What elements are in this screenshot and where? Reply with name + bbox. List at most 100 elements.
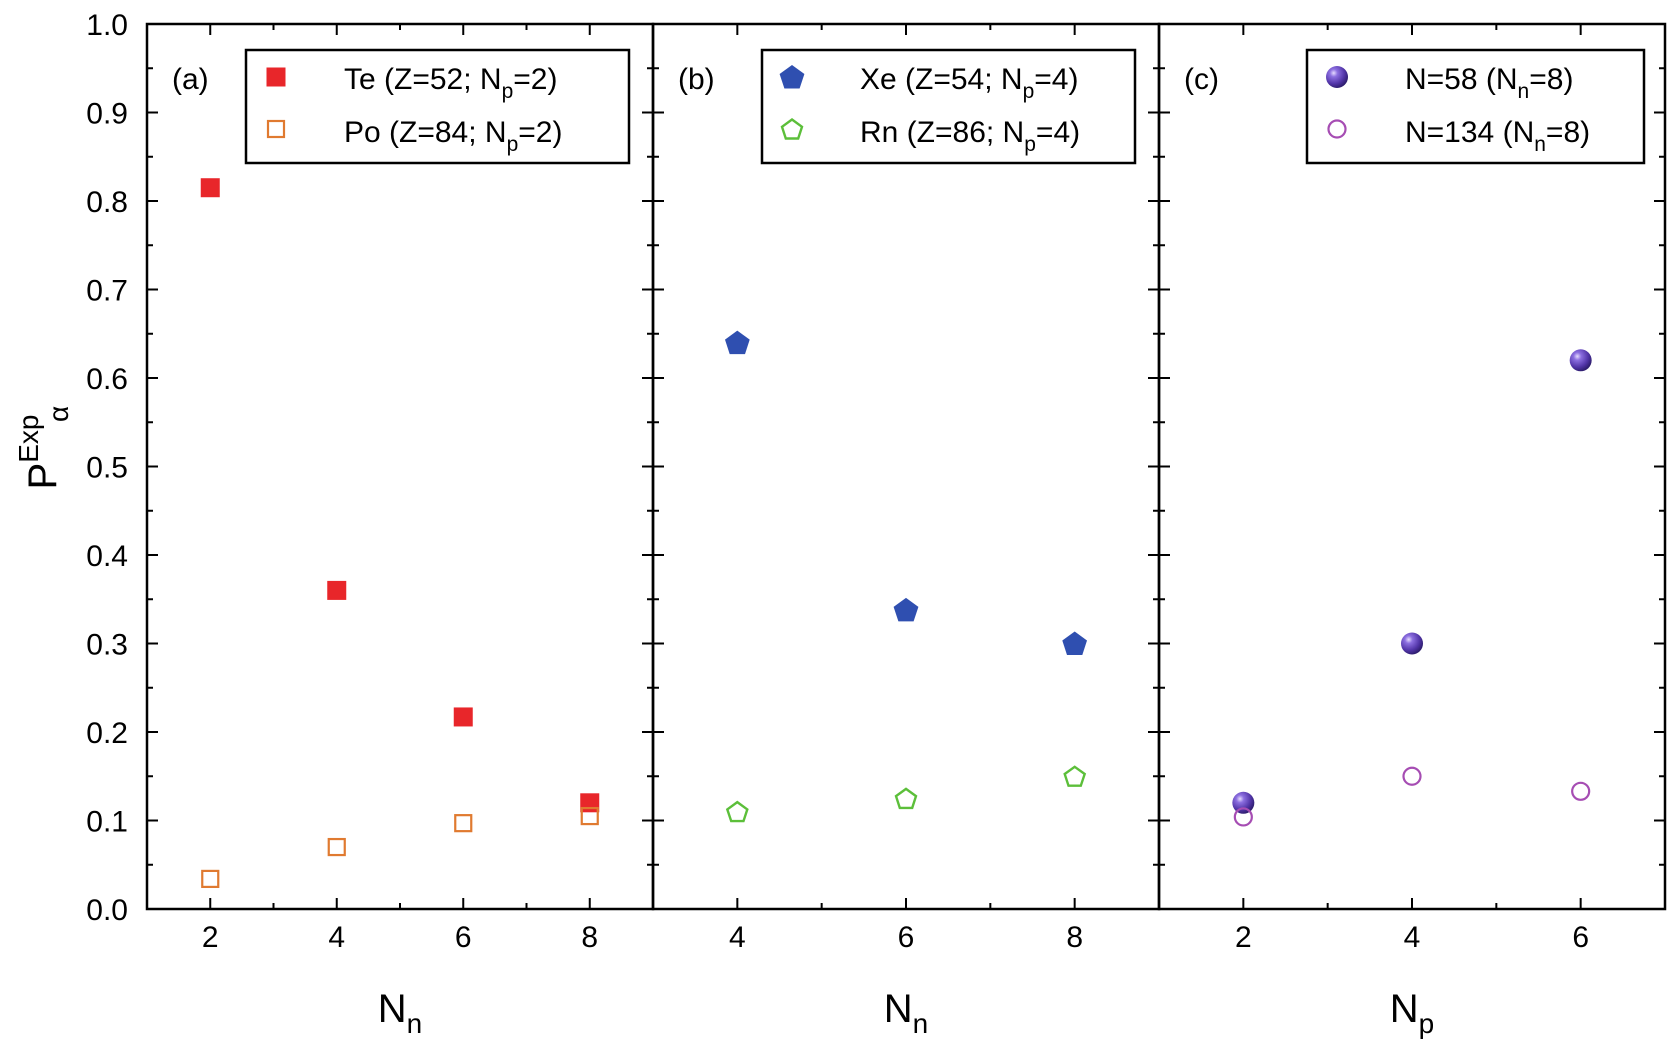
legend-rn-sub: p: [1024, 133, 1036, 156]
x-tick-label: 4: [729, 921, 746, 954]
legend-rn-main: Rn (Z=86; N: [860, 116, 1024, 149]
panel-a-legend-box: [244, 48, 631, 165]
panel-b-x-title-main: N: [884, 987, 913, 1031]
panel-c-frame: [1157, 22, 1667, 911]
legend-po-main: Po (Z=84; N: [344, 116, 507, 149]
y-tick-label: 0.4: [86, 540, 128, 573]
legend-n134-main: N=134 (N: [1405, 116, 1534, 149]
y-tick-label: 0.2: [86, 717, 128, 750]
panel-c-x-title: Np: [1390, 987, 1434, 1039]
data-point-te: [580, 793, 600, 813]
panel-b-points: [725, 330, 1087, 823]
legend-marker-te: [266, 67, 286, 87]
y-tick-label: 0.7: [86, 275, 128, 308]
y-tick-label: 0.8: [86, 186, 128, 219]
panel-c-x-title-main: N: [1390, 987, 1419, 1031]
panel-a-x-title-main: N: [378, 987, 407, 1031]
panel-c-points: [1232, 349, 1592, 827]
legend-te-sub: p: [502, 80, 514, 103]
panel-c-legend: N=58 (Nn=8) N=134 (Nn=8): [1305, 48, 1646, 165]
x-tick-label: 2: [1235, 921, 1252, 954]
panel-a-points: [200, 178, 600, 889]
y-tick-label: 0.6: [86, 363, 128, 396]
legend-marker-rn: [780, 118, 804, 140]
panel-a-ticks: 2 4 6 8: [147, 24, 653, 954]
panel-a-legend-entry-te: Te (Z=52; Np=2): [344, 63, 557, 103]
data-point-xe: [893, 597, 919, 622]
y-axis-title: PExp α: [13, 406, 74, 490]
panel-b-legend-box: [760, 48, 1137, 165]
x-tick-label: 6: [455, 921, 472, 954]
panel-a-x-title-sub: n: [407, 1008, 423, 1039]
x-tick-label: 8: [1066, 921, 1083, 954]
panel-c-x-title-sub: p: [1419, 1008, 1435, 1039]
x-tick-label: 8: [581, 921, 598, 954]
data-point-po: [454, 814, 473, 833]
data-point-xe: [1062, 631, 1087, 655]
panel-a-frame: [145, 22, 655, 911]
panel-c-legend-entry-n58: N=58 (Nn=8): [1405, 63, 1573, 103]
data-point-te: [327, 580, 347, 600]
panel-c-ticks: 2 4 6: [1159, 24, 1665, 954]
y-tick-labels: 0.0 0.1 0.2 0.3 0.4 0.5 0.6 0.7 0.8 0.9 1.0: [86, 9, 128, 927]
data-point-rn: [1063, 765, 1087, 787]
y-tick-label: 0.3: [86, 629, 128, 662]
data-point-n58: [1401, 632, 1423, 655]
data-point-te: [200, 178, 220, 198]
panel-b-x-title-sub: n: [913, 1008, 929, 1039]
y-axis-title-sub: α: [43, 406, 74, 422]
y-tick-label: 0.9: [86, 98, 128, 131]
x-tick-label: 4: [1404, 921, 1421, 954]
data-point-xe: [725, 330, 750, 355]
panel-c-legend-box: [1305, 48, 1646, 165]
legend-marker-n134: [1327, 119, 1347, 139]
x-tick-label: 4: [328, 921, 345, 954]
legend-xe-main: Xe (Z=54; N: [860, 63, 1023, 96]
legend-xe-sub: p: [1023, 80, 1035, 103]
data-point-n58: [1232, 791, 1255, 814]
panel-b-legend-markers: [779, 65, 805, 140]
data-point-n134: [1402, 766, 1422, 786]
legend-po-end: =2): [518, 116, 562, 149]
data-point-te: [453, 707, 473, 727]
legend-te-end: =2): [513, 63, 557, 96]
legend-n134-end: =8): [1546, 116, 1590, 149]
panel-b-legend-entry-xe: Xe (Z=54; Np=4): [860, 63, 1078, 103]
panel-c-label: (c): [1184, 63, 1219, 96]
y-tick-label: 0.0: [86, 894, 128, 927]
y-tick-label: 0.1: [86, 806, 128, 839]
legend-xe-end: =4): [1034, 63, 1078, 96]
data-point-n58: [1569, 349, 1592, 372]
legend-rn-end: =4): [1036, 116, 1080, 149]
panel-b-ticks: 4 6 8: [653, 24, 1159, 954]
y-axis-title-sup: Exp: [13, 415, 44, 463]
legend-marker-n58: [1326, 66, 1348, 88]
data-point-n134: [1571, 781, 1591, 801]
panel-a-legend-entry-po: Po (Z=84; Np=2): [344, 116, 562, 156]
data-point-po: [201, 869, 220, 889]
legend-te-main: Te (Z=52; N: [344, 63, 502, 96]
panel-b-label: (b): [678, 63, 715, 96]
legend-n58-sub: n: [1518, 80, 1530, 103]
data-point-po: [580, 806, 599, 826]
legend-n58-main: N=58 (N: [1405, 63, 1518, 96]
legend-marker-po: [266, 119, 286, 139]
y-axis-title-main: P: [21, 463, 65, 490]
svg-text:PExp: PExp: [13, 415, 65, 490]
y-tick-label: 1.0: [86, 9, 128, 42]
panel-a-x-title: Nn: [378, 987, 422, 1039]
x-tick-label: 6: [898, 921, 915, 954]
panel-b-legend-entry-rn: Rn (Z=86; Np=4): [860, 116, 1080, 156]
x-tick-label: 2: [202, 921, 219, 954]
x-tick-label: 6: [1572, 921, 1589, 954]
panel-a-legend: Te (Z=52; Np=2) Po (Z=84; Np=2): [244, 48, 631, 165]
panel-b-x-title: Nn: [884, 987, 928, 1039]
data-point-rn: [725, 800, 749, 823]
panel-a-label: (a): [172, 63, 209, 96]
legend-po-sub: p: [507, 133, 519, 156]
legend-n134-sub: n: [1534, 133, 1546, 156]
